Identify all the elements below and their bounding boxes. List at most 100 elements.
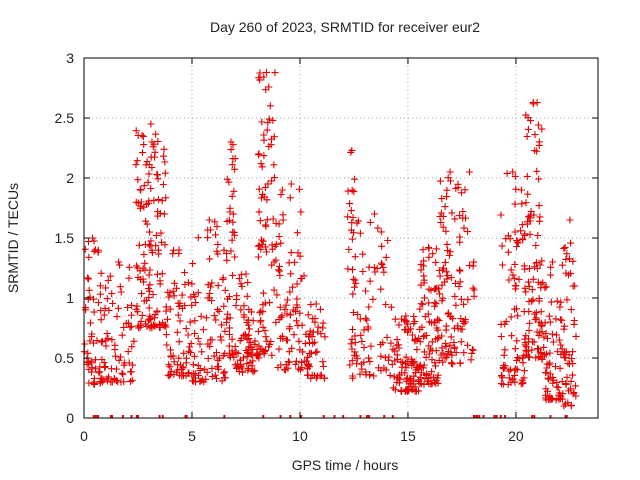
data-point: [435, 316, 443, 324]
data-point: [158, 270, 166, 278]
data-point: [547, 298, 555, 306]
data-point: [213, 349, 220, 356]
data-point: [526, 230, 534, 238]
data-point: [154, 196, 162, 204]
data-point: [569, 348, 577, 356]
data-point: [319, 362, 327, 370]
data-point: [260, 193, 268, 201]
data-point: [293, 317, 300, 325]
data-point: [564, 359, 572, 367]
data-point: [117, 353, 124, 361]
data-point: [347, 226, 355, 234]
data-point: [136, 267, 144, 275]
data-point: [230, 187, 238, 195]
data-point: [227, 146, 235, 154]
data-point: [347, 207, 355, 215]
data-point: [147, 120, 155, 128]
data-point: [262, 243, 269, 251]
data-point: [437, 351, 445, 359]
data-point: [245, 325, 253, 333]
data-point: [228, 161, 236, 169]
data-point: [220, 302, 228, 310]
data-point: [147, 185, 155, 192]
data-point: [387, 303, 395, 311]
data-point: [216, 354, 223, 362]
data-point: [412, 387, 420, 395]
data-point: [570, 389, 578, 397]
data-point: [167, 346, 174, 354]
data-point: [356, 229, 364, 237]
data-point: [367, 342, 375, 350]
data-point: [379, 339, 387, 347]
data-point: [295, 365, 302, 373]
data-point: [446, 341, 454, 349]
data-point: [317, 371, 325, 379]
data-point: [456, 266, 463, 274]
data-point: [228, 236, 236, 244]
data-point: [513, 366, 521, 374]
data-point: [416, 325, 424, 333]
data-point: [136, 204, 144, 212]
data-point: [208, 279, 216, 287]
data-point: [511, 345, 519, 353]
data-point: [447, 177, 454, 185]
data-point: [217, 333, 225, 341]
data-point: [505, 276, 513, 284]
data-point: [103, 330, 111, 338]
data-point: [382, 366, 390, 374]
data-point: [427, 286, 435, 294]
data-point: [451, 215, 459, 223]
data-point: [269, 116, 277, 124]
data-point: [130, 337, 138, 345]
data-point: [459, 317, 467, 325]
data-point: [365, 303, 373, 311]
data-point: [416, 338, 424, 346]
data-point: [124, 348, 132, 356]
data-point: [275, 266, 282, 274]
data-point: [258, 118, 266, 126]
data-point: [349, 275, 357, 283]
data-point: [254, 151, 262, 159]
data-point: [357, 331, 365, 339]
data-point: [534, 232, 542, 239]
data-point: [278, 332, 286, 340]
data-point: [140, 203, 148, 211]
data-point: [513, 305, 520, 313]
data-point: [556, 303, 564, 311]
data-point: [533, 167, 541, 175]
x-tick-label: 0: [80, 428, 88, 444]
data-point: [182, 372, 190, 380]
data-point: [303, 365, 311, 373]
data-point: [345, 246, 353, 253]
data-point: [287, 249, 295, 257]
data-point: [237, 271, 245, 279]
data-point: [181, 269, 189, 276]
data-point: [520, 352, 528, 360]
data-point: [518, 200, 526, 208]
data-point: [442, 322, 450, 330]
data-point: [457, 295, 465, 303]
data-point: [92, 365, 100, 373]
data-point: [275, 263, 283, 270]
data-point: [208, 364, 216, 372]
data-point: [226, 314, 234, 322]
data-point: [416, 374, 424, 381]
data-point: [438, 195, 446, 203]
data-point: [511, 172, 519, 180]
data-point: [557, 341, 565, 349]
data-point: [122, 319, 130, 327]
data-point: [530, 338, 538, 346]
data-point: [393, 341, 401, 349]
x-tick-label: 5: [188, 428, 196, 444]
data-point: [416, 305, 424, 313]
data-point: [90, 295, 97, 303]
data-point: [542, 329, 550, 337]
data-point: [511, 228, 519, 236]
data-point: [243, 292, 251, 300]
data-point: [212, 316, 220, 324]
data-point: [567, 306, 575, 314]
data-point: [402, 312, 410, 320]
data-point: [423, 371, 430, 379]
data-point: [468, 346, 476, 353]
data-point: [511, 378, 519, 386]
